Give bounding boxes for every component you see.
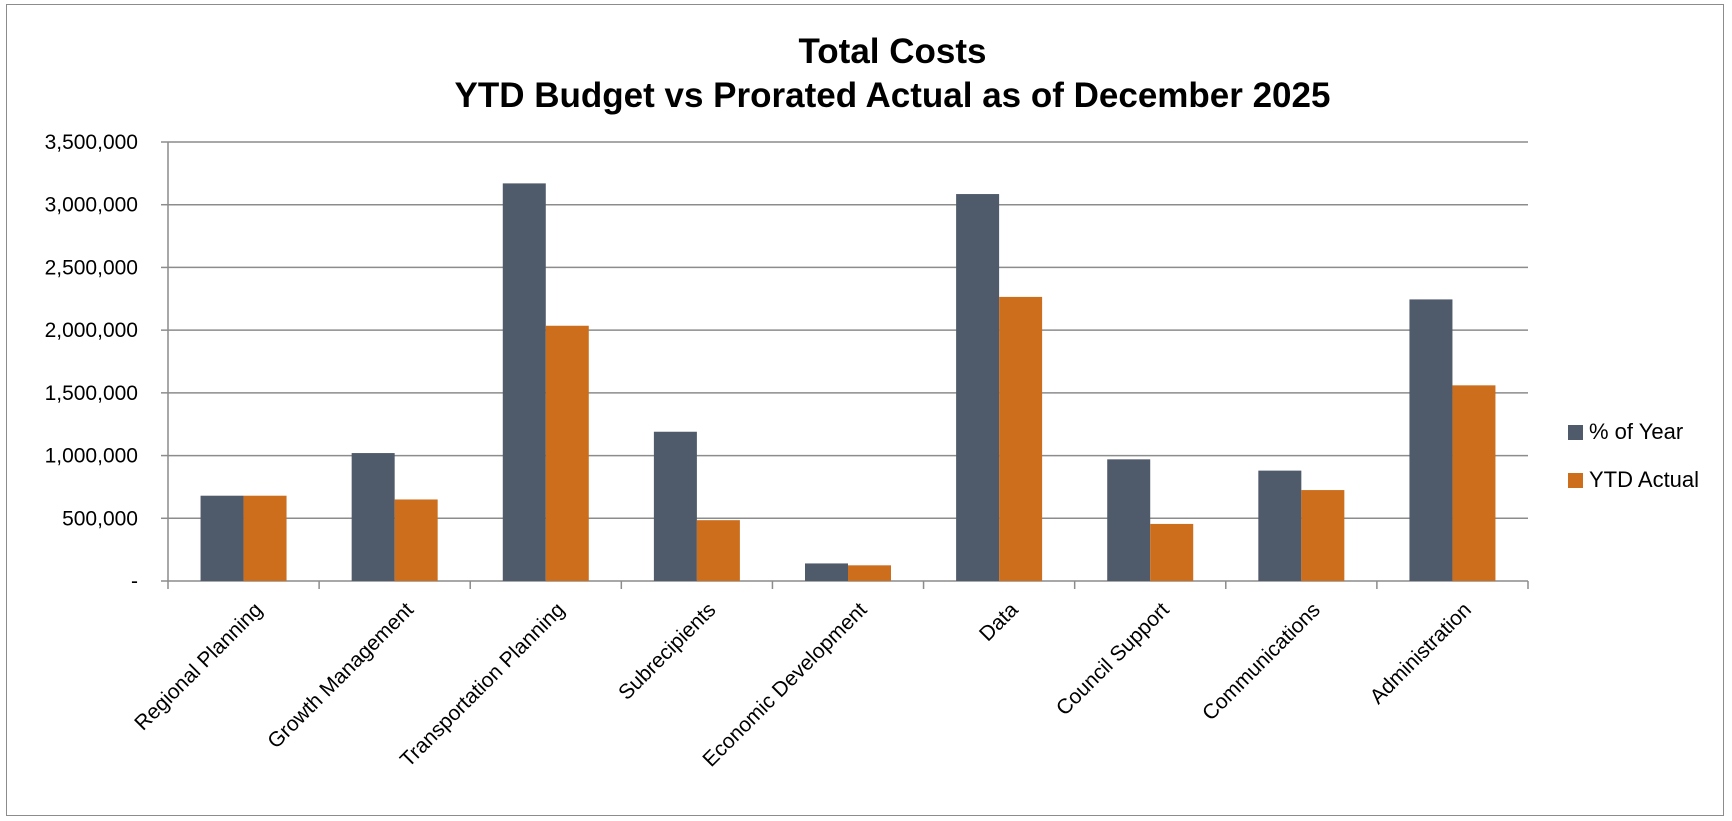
x-category-label: Subrecipients [614,598,720,704]
bar-ytd-actual [394,499,438,581]
bar-pct-of-year [502,183,546,582]
chart-legend: % of Year YTD Actual [1568,419,1700,516]
chart-title-block: Total Costs YTD Budget vs Prorated Actua… [0,30,1732,118]
y-tick-label: 3,000,000 [45,194,138,217]
chart-subtitle: YTD Budget vs Prorated Actual as of Dece… [454,76,1331,115]
y-tick-label: 3,500,000 [45,131,138,154]
x-category-label: Data [975,598,1023,646]
y-tick-label: 2,500,000 [45,256,138,279]
legend-swatch [1568,424,1583,440]
bar-ytd-actual [1301,490,1345,581]
bar-pct-of-year [200,495,244,581]
y-tick-label: 1,500,000 [45,382,138,405]
bar-ytd-actual [696,520,740,581]
bar-ytd-actual [545,325,589,581]
x-category-label: Administration [1366,598,1476,708]
legend-item: YTD Actual [1568,467,1700,492]
y-tick-label: 2,000,000 [45,319,138,342]
bar-pct-of-year [1107,459,1151,581]
bar-pct-of-year [956,194,1000,581]
x-category-label: Communications [1198,598,1325,725]
chart-title: Total Costs [798,32,987,71]
legend-label: YTD Actual [1589,467,1700,492]
x-category-label: Council Support [1052,598,1174,720]
bar-pct-of-year [1258,470,1302,581]
x-category-label: Growth Management [263,598,418,753]
legend-label: % of Year [1589,419,1684,444]
bar-ytd-actual [243,495,287,581]
bar-ytd-actual [999,296,1043,581]
x-category-label: Economic Development [698,598,871,771]
x-category-label: Regional Planning [130,598,267,735]
bar-pct-of-year [1409,299,1453,581]
bar-pct-of-year [351,453,395,581]
bar-pct-of-year [805,563,848,581]
x-category-label: Transportation Planning [396,598,569,771]
y-tick-label: 1,000,000 [45,445,138,468]
legend-item: % of Year [1568,419,1699,444]
bar-ytd-actual [848,565,891,581]
bar-pct-of-year [653,431,697,581]
y-tick-label: 500,000 [62,507,138,530]
legend-swatch [1568,472,1583,488]
y-tick-label: - [131,570,138,593]
bar-ytd-actual [1452,385,1496,581]
bar-ytd-actual [1150,523,1194,581]
